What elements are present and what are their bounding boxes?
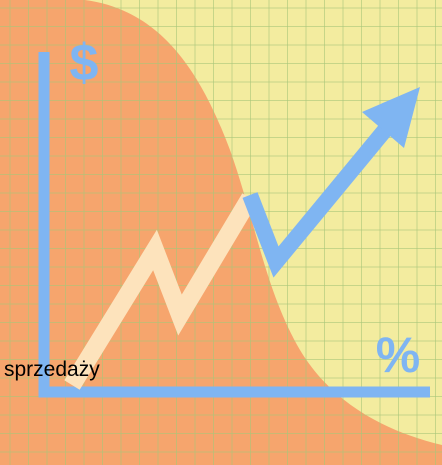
percent-symbol: % (376, 327, 420, 383)
caption: sprzedaży (4, 358, 100, 381)
dollar-symbol: $ (70, 34, 99, 92)
illustration: $ % sprzedaży (0, 0, 442, 465)
page: $ % sprzedaży (() => { const data = JSON… (0, 0, 442, 465)
